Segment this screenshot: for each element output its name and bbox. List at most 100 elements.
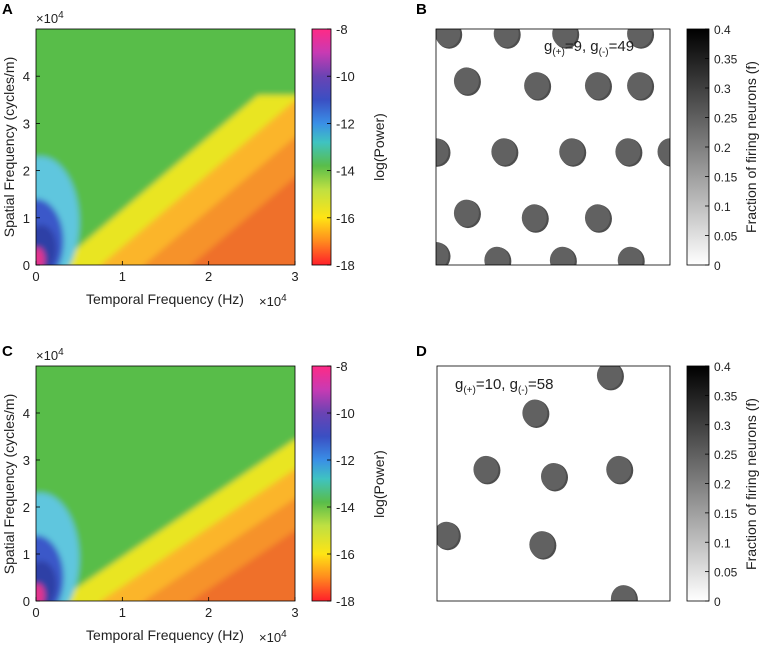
panel-d-annotation: g(+)=10, g(-)=58 [455, 376, 553, 396]
panel-a-xtick-label-2: 2 [205, 269, 212, 284]
panel-a-region-deeporange [191, 177, 295, 265]
panel-d-cb-tick-label-2: 0.1 [714, 536, 731, 550]
panel-a-ytick-label-4: 4 [23, 69, 30, 84]
panel-b-bump-19 [617, 246, 643, 265]
panel-c-ytick-label-3: 3 [23, 453, 30, 468]
panel-letter-c: C [2, 343, 13, 360]
panel-b-bump-1 [493, 29, 519, 48]
panel-b-bump-12 [657, 138, 670, 166]
panel-c-yticks: 0 1 2 3 4 [23, 406, 40, 609]
panel-a-cb-tick-label-2: -12 [336, 116, 355, 131]
panel-d-colorbar-ticks: 0 0.05 0.1 0.15 0.2 0.25 0.3 0.35 0.4 [705, 360, 738, 609]
panel-b-bump-18 [549, 246, 575, 265]
panel-a-ytick-label-3: 3 [23, 116, 30, 131]
panel-c-xtick-label-2: 2 [205, 605, 212, 620]
panel-b-frame [435, 28, 671, 266]
panel-c-ytick-label-1: 1 [23, 547, 30, 562]
panel-a-colorbar-ticks: -8 -10 -12 -14 -16 -18 [327, 22, 355, 273]
panel-c-cb-tick-label-4: -16 [336, 547, 355, 562]
panel-a-y-exponent: ×104 [36, 10, 64, 26]
panel-c-cb-tick-label-3: -14 [336, 500, 355, 515]
panel-c-x-exponent: ×104 [259, 629, 287, 645]
panel-a-plot-area [36, 29, 295, 265]
panel-d-bump-1 [522, 399, 548, 427]
panel-a-xtick-label-3: 3 [291, 269, 298, 284]
panel-b-bump-5 [524, 72, 550, 100]
panel-letter-a: A [2, 1, 13, 18]
panel-c-region-deeporange [191, 530, 295, 601]
panel-d-pattern: g(+)=10, g(-)=58 [436, 365, 671, 602]
panel-b-bump-2 [552, 29, 578, 48]
panel-b-bump-8 [436, 138, 449, 166]
panel-b-bumps [436, 29, 670, 265]
panel-c-y-exponent: ×104 [36, 347, 64, 363]
panel-d-cb-tick-label-8: 0.4 [714, 360, 731, 374]
panel-d-cb-tick-label-3: 0.15 [714, 507, 738, 521]
panel-c-plot-area [36, 366, 295, 601]
panel-a-xtick-label-1: 1 [119, 269, 126, 284]
panel-c-ytick-label-4: 4 [23, 406, 30, 421]
panel-b-bump-0 [436, 29, 461, 48]
panel-b-bump-17 [484, 246, 510, 265]
panel-c-cb-tick-label-1: -10 [336, 406, 355, 421]
panel-a-colorbar-label: log(Power) [371, 113, 387, 181]
panel-b-colorbar: 0 0.05 0.1 0.15 0.2 0.25 0.3 0.35 0.4 Fraction o… [686, 23, 759, 273]
panel-a-cb-tick-label-3: -14 [336, 164, 355, 179]
panel-b-bump-13 [453, 199, 479, 227]
panel-b-bump-11 [615, 138, 641, 166]
panel-b-bump-15 [584, 204, 610, 232]
panel-c-blob-pink [36, 583, 45, 601]
panel-d-bump-7 [610, 585, 636, 601]
panel-b-cb-tick-label-8: 0.4 [714, 23, 731, 37]
panel-c-heatmap: 0 1 2 3 0 1 2 3 4 Temporal Frequency (Hz) Spati… [1, 347, 299, 645]
panel-b-bump-16 [436, 242, 449, 265]
panel-b-bump-6 [584, 72, 610, 100]
panel-c-xtick-label-0: 0 [32, 605, 39, 620]
panel-a-cb-tick-label-4: -16 [336, 211, 355, 226]
panel-b-cb-tick-label-7: 0.35 [714, 53, 738, 67]
panel-d-frame [436, 365, 671, 602]
panel-a-xticks: 0 1 2 3 [32, 261, 299, 284]
panel-b-bump-10 [559, 138, 585, 166]
panel-a-cb-tick-label-1: -10 [336, 69, 355, 84]
panel-d-cb-tick-label-4: 0.2 [714, 478, 731, 492]
panel-a-ylabel: Spatial Frequency (cycles/m) [1, 57, 17, 238]
panel-b-bump-7 [627, 72, 653, 100]
panel-b-bump-14 [521, 204, 547, 232]
panel-letter-d: D [416, 343, 427, 360]
panel-d-bump-0 [596, 366, 622, 389]
panel-b-annotation: g(+)=9, g(-)=49 [544, 38, 634, 58]
panel-b-cb-tick-label-1: 0.05 [714, 230, 738, 244]
panel-c-xlabel: Temporal Frequency (Hz) [86, 627, 244, 643]
panel-d-bump-5 [437, 521, 459, 549]
panel-d-cb-tick-label-1: 0.05 [714, 566, 738, 580]
panel-c-colorbar: -8 -10 -12 -14 -16 -18 log(Power) [311, 359, 387, 609]
panel-c-ytick-label-0: 0 [23, 594, 30, 609]
panel-a-xlabel: Temporal Frequency (Hz) [86, 291, 244, 307]
panel-d-bumps [437, 366, 638, 601]
panel-d-bump-2 [473, 455, 499, 483]
panel-c-xtick-label-1: 1 [119, 605, 126, 620]
panel-b-cb-tick-label-0: 0 [714, 259, 721, 273]
panel-a-cb-tick-label-0: -8 [336, 22, 348, 37]
panel-b-cb-tick-label-3: 0.15 [714, 171, 738, 185]
panel-c-colorbar-bar [311, 365, 332, 602]
panel-d-cb-tick-label-6: 0.3 [714, 419, 731, 433]
panel-d-colorbar-label: Fraction of firing neurons (f) [743, 398, 759, 570]
panel-b-pattern: g(+)=9, g(-)=49 [435, 28, 671, 266]
panel-d-bump-3 [541, 462, 566, 490]
panel-c-colorbar-label: log(Power) [371, 450, 387, 518]
panel-b-bump-9 [491, 138, 517, 166]
panel-c-cb-tick-label-5: -18 [336, 594, 355, 609]
panel-b-colorbar-label: Fraction of firing neurons (f) [743, 61, 759, 233]
panel-a-ytick-label-0: 0 [23, 258, 30, 273]
panel-a-frame [35, 28, 296, 266]
panel-c-frame [35, 365, 296, 602]
panel-c-xtick-label-3: 3 [291, 605, 298, 620]
panel-c-colorbar-ticks: -8 -10 -12 -14 -16 -18 [327, 359, 355, 609]
panel-b-cb-tick-label-5: 0.25 [714, 112, 738, 126]
panel-a-x-exponent: ×104 [259, 293, 287, 309]
panel-a-colorbar-bar [311, 28, 332, 266]
panel-a-xtick-label-0: 0 [32, 269, 39, 284]
